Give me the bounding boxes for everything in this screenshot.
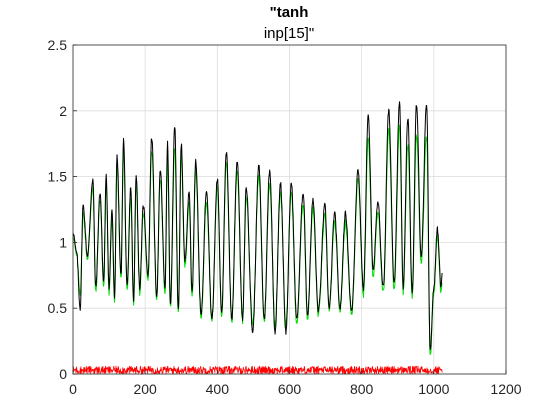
- title-line1: "tanh: [270, 4, 309, 21]
- y-tick-label-0: 0: [59, 366, 67, 382]
- x-tick-label-1: 200: [133, 381, 157, 397]
- y-tick-label-2: 1: [59, 234, 67, 250]
- x-tick-label-5: 1000: [418, 381, 449, 397]
- x-tick-label-0: 0: [69, 381, 77, 397]
- x-tick-label-3: 600: [278, 381, 302, 397]
- x-tick-label-6: 1200: [490, 381, 521, 397]
- y-tick-label-4: 2: [59, 103, 67, 119]
- title-line2: inp[15]": [264, 25, 314, 42]
- plot-title: "tanh inp[15]": [264, 4, 314, 42]
- x-tick-label-4: 800: [350, 381, 374, 397]
- y-tick-label-1: 0.5: [48, 300, 68, 316]
- y-tick-label-5: 2.5: [48, 37, 68, 53]
- series-line-error: [72, 365, 443, 375]
- series-line-prediction: [72, 101, 443, 350]
- ticks: 0 200 400 600 800 1000 1200 0 0.5 1 1.5 2 2.5: [48, 37, 522, 397]
- y-tick-label-3: 1.5: [48, 169, 68, 185]
- x-tick-label-2: 400: [206, 381, 230, 397]
- series-layer: [72, 101, 443, 375]
